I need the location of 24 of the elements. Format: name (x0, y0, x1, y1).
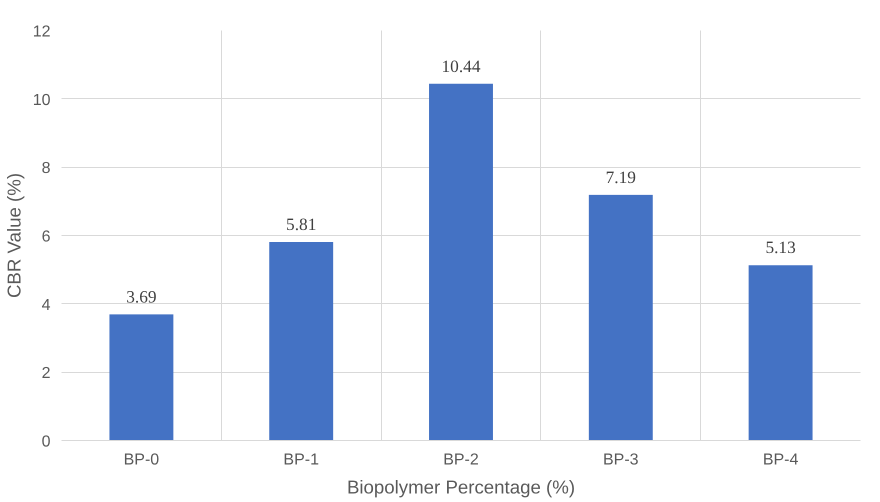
x-tick-label: BP-2 (443, 452, 479, 468)
x-tick-label: BP-0 (124, 452, 160, 468)
y-tick-label: 2 (42, 365, 51, 382)
y-axis-title: CBR Value (%) (4, 172, 25, 298)
bar (109, 314, 174, 440)
y-tick-label: 10 (32, 92, 51, 109)
x-tick-label: BP-1 (283, 452, 320, 468)
data-label: 5.13 (765, 238, 796, 258)
bar (429, 84, 493, 440)
x-tick-label: BP-3 (603, 452, 639, 468)
data-label: 10.44 (442, 56, 481, 76)
bar (588, 194, 653, 440)
data-label: 3.69 (126, 287, 157, 306)
y-tick-label: 0 (42, 434, 51, 450)
bar (269, 242, 334, 440)
x-axis-title: Biopolymer Percentage (%) (346, 476, 576, 498)
data-label: 7.19 (606, 168, 636, 187)
y-tick-label: 8 (42, 160, 51, 178)
data-label: 5.81 (286, 214, 316, 234)
x-tick-label: BP-4 (762, 452, 798, 468)
bar (748, 265, 813, 440)
y-tick-label: 4 (42, 296, 51, 314)
y-tick-label: 12 (32, 24, 51, 40)
y-tick-label: 6 (42, 228, 51, 246)
